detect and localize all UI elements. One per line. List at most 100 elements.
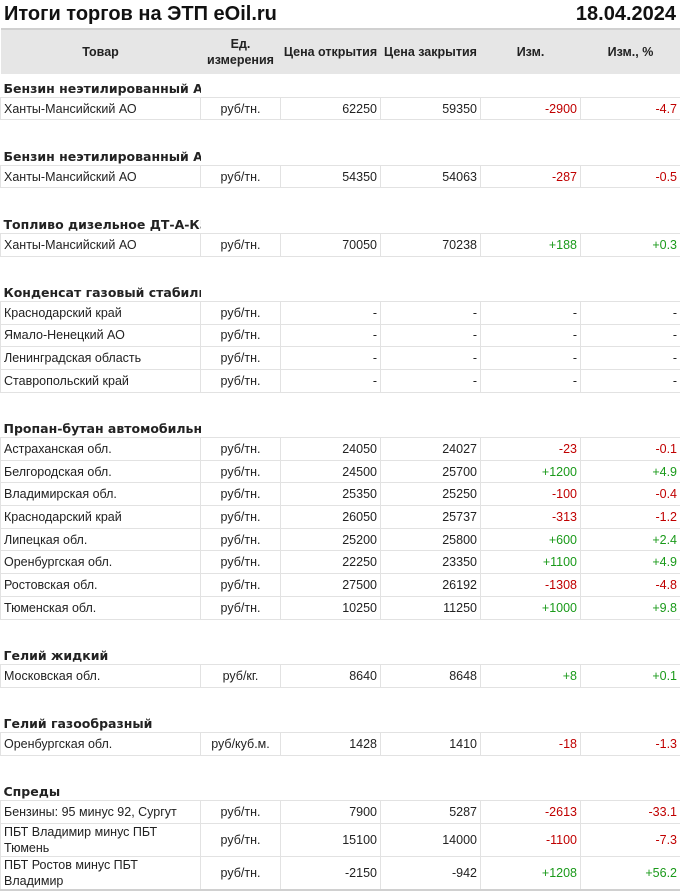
cell-change: +600 [481,528,581,551]
title-bar: Итоги торгов на ЭТП eOil.ru 18.04.2024 [0,0,680,28]
spacer-row [1,755,680,777]
section-title: Конденсат газовый стабильный [1,278,201,301]
cell-product: Оренбургская обл. [1,732,201,755]
cell-product: Липецкая обл. [1,528,201,551]
cell-change: +1100 [481,551,581,574]
empty-cell [581,641,680,664]
cell-open-price: 25350 [281,483,381,506]
cell-change: -287 [481,165,581,188]
cell-open-price: - [281,301,381,324]
cell-open-price: 24050 [281,438,381,461]
cell-product: Краснодарский край [1,506,201,529]
cell-change: +8 [481,664,581,687]
empty-cell [381,777,481,800]
empty-cell [281,641,381,664]
cell-close-price: -942 [381,856,481,890]
cell-unit: руб/куб.м. [201,732,281,755]
cell-close-price: - [381,324,481,347]
cell-change-pct: +4.9 [581,551,680,574]
spacer-row [1,120,680,142]
cell-product: Московская обл. [1,664,201,687]
cell-unit: руб/кг. [201,664,281,687]
cell-unit: руб/тн. [201,324,281,347]
empty-cell [581,278,680,301]
cell-close-price: 59350 [381,97,481,120]
empty-cell [281,142,381,165]
cell-change-pct: +56.2 [581,856,680,890]
spacer-row [1,256,680,278]
cell-close-price: 25250 [381,483,481,506]
table-header: Товар Ед. измерения Цена открытия Цена з… [1,29,680,74]
col-header-open-price: Цена открытия [281,29,381,74]
cell-close-price: 24027 [381,438,481,461]
empty-cell [281,777,381,800]
cell-unit: руб/тн. [201,596,281,619]
section-title: Пропан-бутан автомобильный [1,414,201,437]
cell-product: Краснодарский край [1,301,201,324]
spacer-row [1,687,680,709]
empty-cell [581,210,680,233]
cell-product: Астраханская обл. [1,438,201,461]
cell-product: Белгородская обл. [1,460,201,483]
empty-cell [201,210,281,233]
cell-close-price: - [381,301,481,324]
section-title: Бензин неэтилированный АИ-95-К5 [1,74,201,97]
section-title: Гелий газообразный [1,709,201,732]
cell-product: Владимирская обл. [1,483,201,506]
cell-open-price: 7900 [281,801,381,824]
cell-close-price: 11250 [381,596,481,619]
cell-open-price: 62250 [281,97,381,120]
cell-change: -100 [481,483,581,506]
cell-change-pct: -0.5 [581,165,680,188]
cell-unit: руб/тн. [201,823,281,856]
cell-change-pct: -7.3 [581,823,680,856]
cell-change: +188 [481,233,581,256]
cell-change: - [481,347,581,370]
cell-product: Тюменская обл. [1,596,201,619]
cell-close-price: 26192 [381,574,481,597]
cell-product: Оренбургская обл. [1,551,201,574]
cell-change-pct: -33.1 [581,801,680,824]
cell-change-pct: -4.8 [581,574,680,597]
empty-cell [481,210,581,233]
cell-close-price: 23350 [381,551,481,574]
cell-change-pct: - [581,324,680,347]
cell-close-price: 25800 [381,528,481,551]
cell-close-price: 1410 [381,732,481,755]
col-header-unit: Ед. измерения [201,29,281,74]
cell-product: Ленинградская область [1,347,201,370]
section-header: Пропан-бутан автомобильный [1,414,680,437]
spacer-row [1,392,680,414]
empty-cell [201,278,281,301]
cell-change-pct: -0.1 [581,438,680,461]
col-header-change: Изм. [481,29,581,74]
trading-results-table: Товар Ед. измерения Цена открытия Цена з… [0,28,680,891]
empty-cell [281,210,381,233]
cell-product: ПБТ Владимир минус ПБТ Тюмень [1,823,201,856]
empty-cell [381,74,481,97]
cell-open-price: - [281,369,381,392]
cell-close-price: - [381,347,481,370]
empty-cell [581,414,680,437]
section-header: Гелий газообразный [1,709,680,732]
empty-cell [281,709,381,732]
cell-unit: руб/тн. [201,574,281,597]
empty-cell [581,74,680,97]
cell-change-pct: -1.2 [581,506,680,529]
section-header: Топливо дизельное ДТ-А-К5 [1,210,680,233]
spacer-row [1,619,680,641]
cell-product: Ростовская обл. [1,574,201,597]
cell-open-price: 70050 [281,233,381,256]
cell-change: -18 [481,732,581,755]
cell-change: -2613 [481,801,581,824]
